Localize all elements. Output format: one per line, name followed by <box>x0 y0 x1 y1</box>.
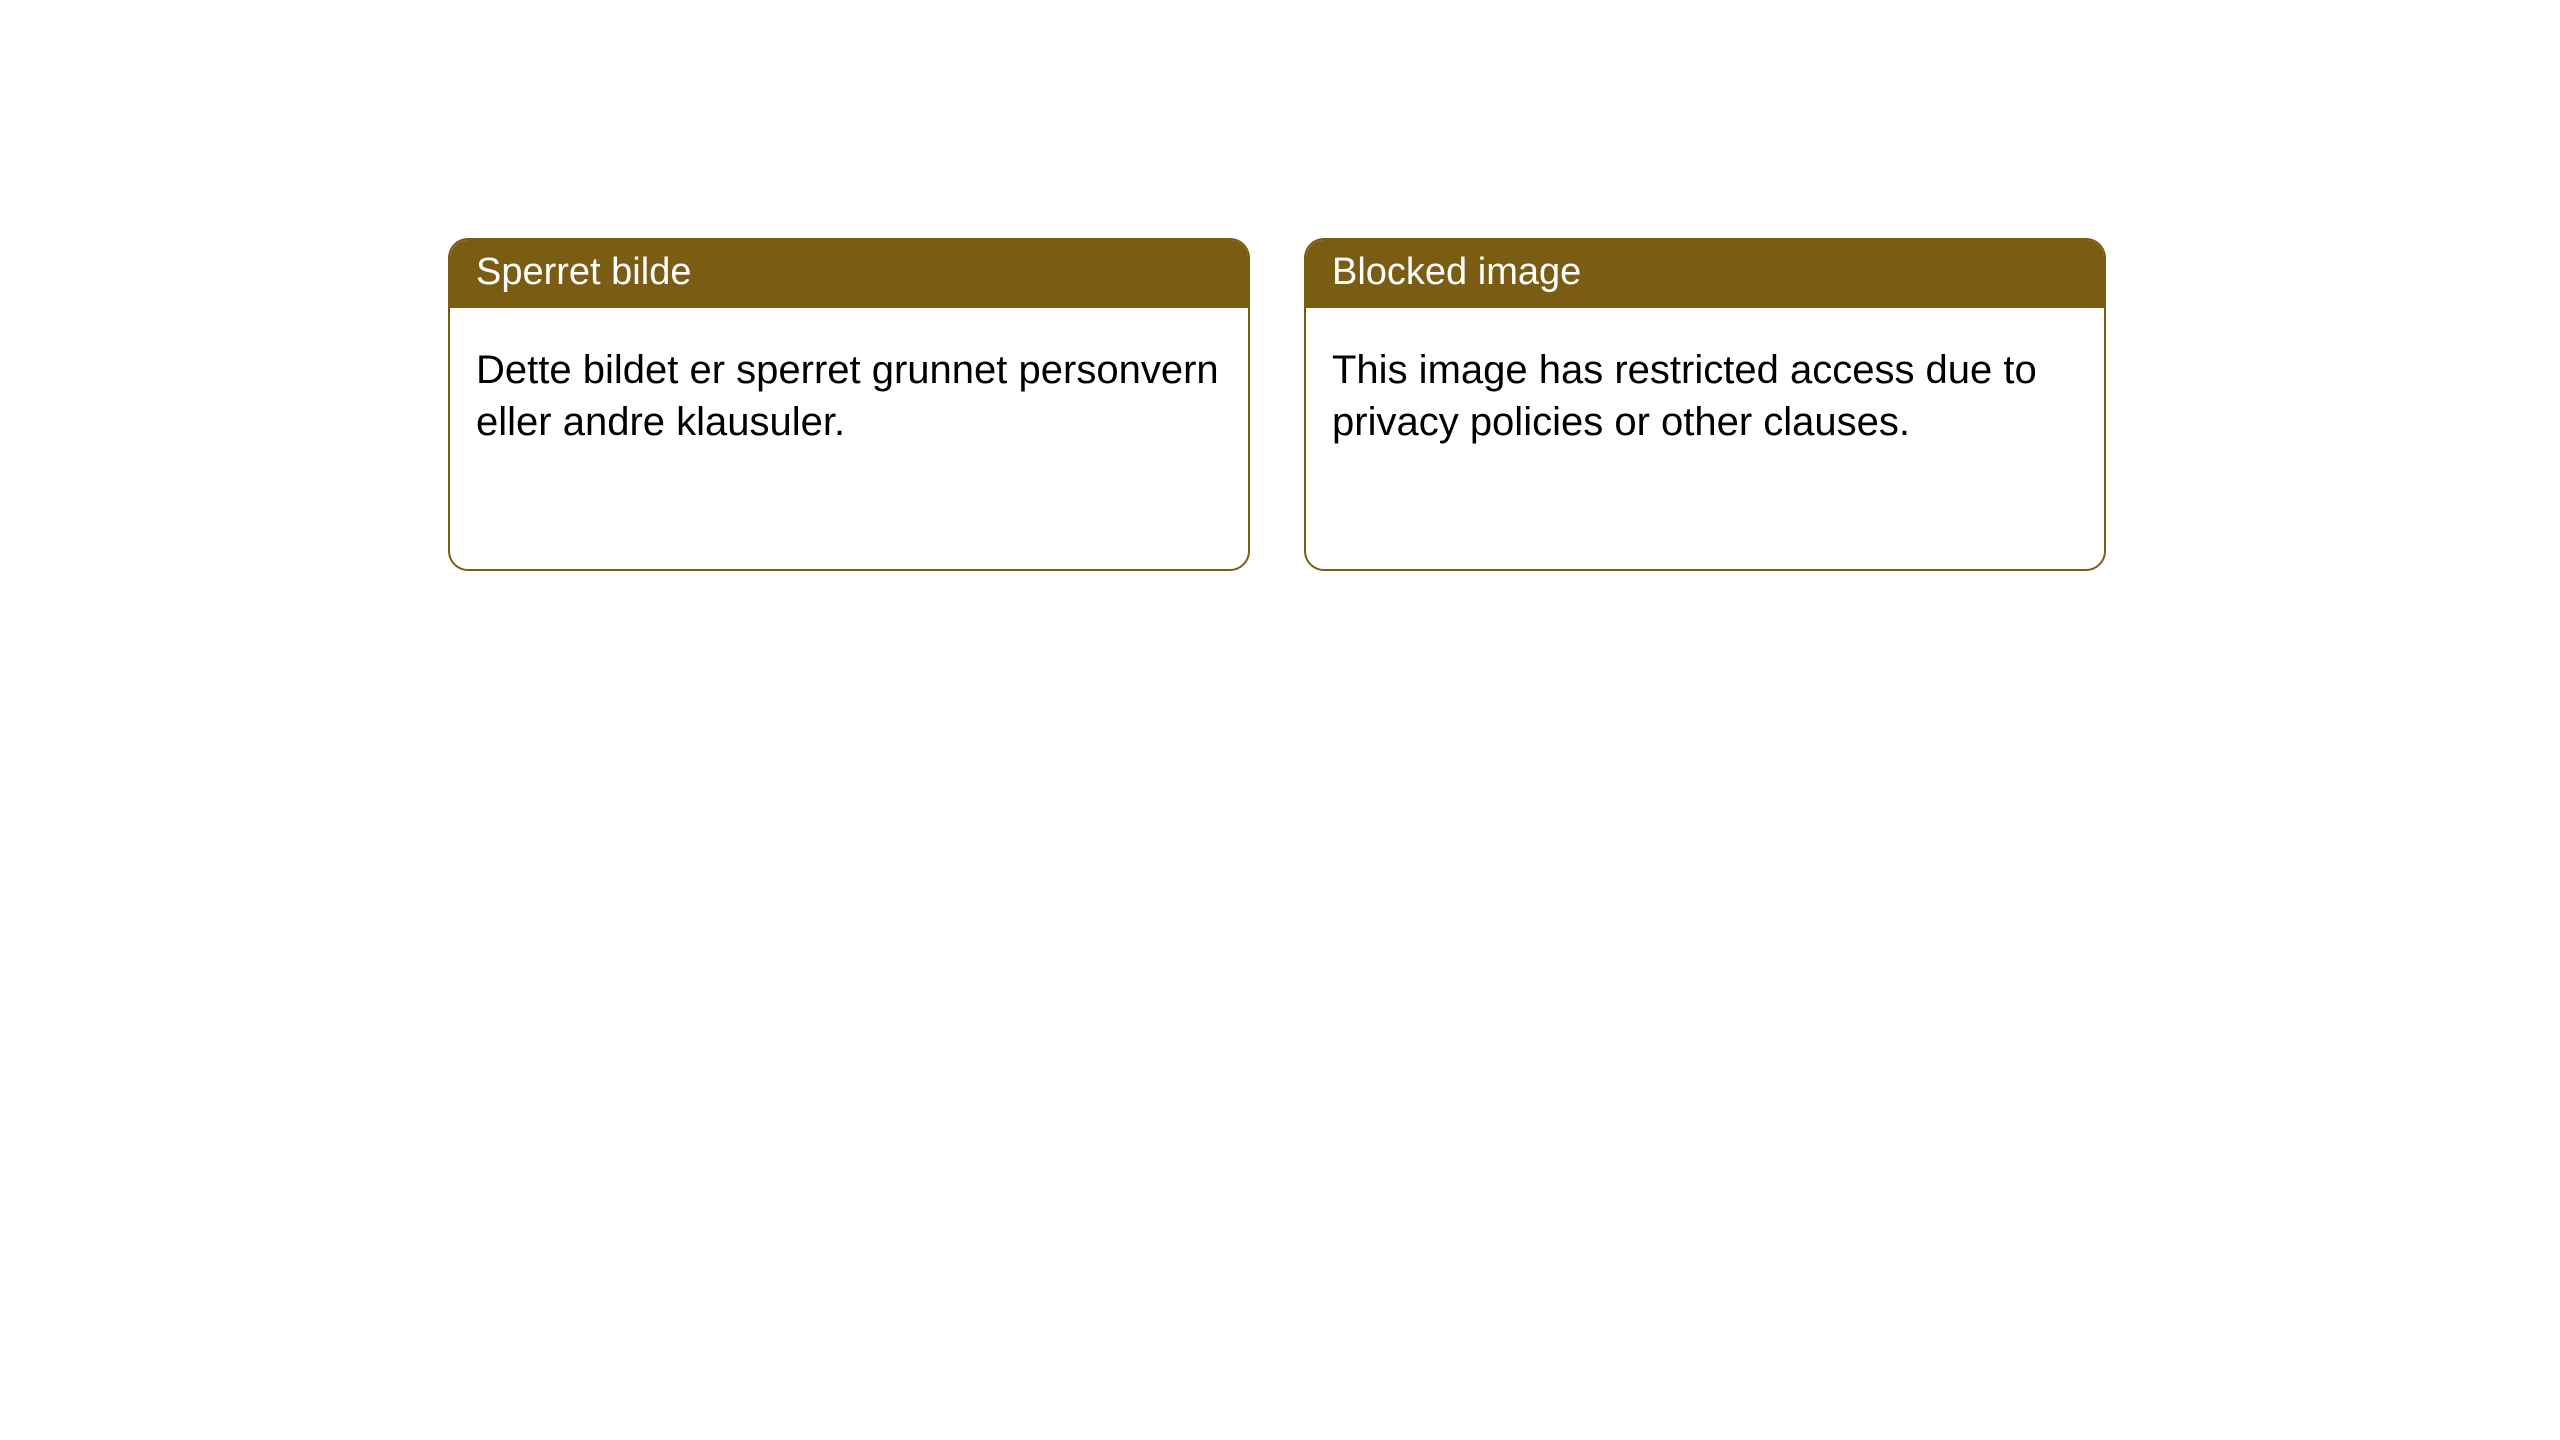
blocked-image-card-no: Sperret bilde Dette bildet er sperret gr… <box>448 238 1250 571</box>
card-body-no: Dette bildet er sperret grunnet personve… <box>450 308 1248 468</box>
card-body-en: This image has restricted access due to … <box>1306 308 2104 468</box>
card-header-no: Sperret bilde <box>450 240 1248 308</box>
notice-container: Sperret bilde Dette bildet er sperret gr… <box>0 0 2560 571</box>
card-header-en: Blocked image <box>1306 240 2104 308</box>
blocked-image-card-en: Blocked image This image has restricted … <box>1304 238 2106 571</box>
